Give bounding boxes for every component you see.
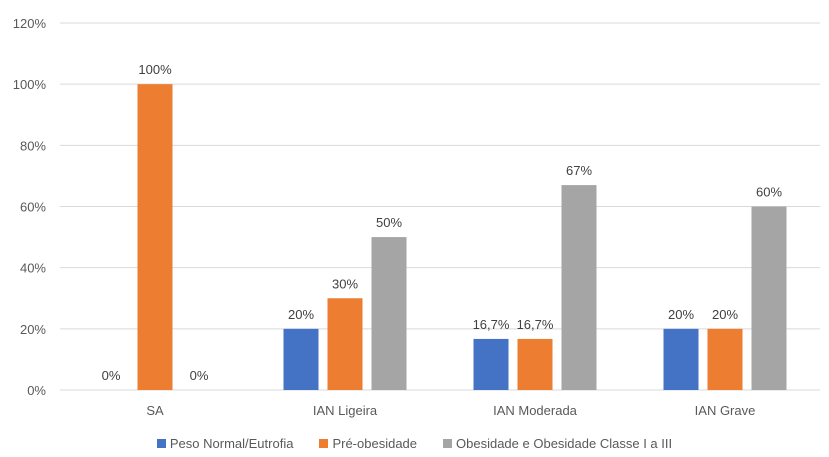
y-tick-label: 40%	[20, 261, 46, 276]
legend-swatch	[156, 439, 166, 448]
data-label: 20%	[668, 307, 694, 322]
bar	[137, 84, 173, 391]
data-label: 0%	[102, 368, 121, 383]
data-label: 67%	[566, 163, 592, 178]
y-tick-label: 100%	[13, 77, 47, 92]
bar	[473, 338, 509, 390]
legend-item-pre-obesidade: Pré-obesidade	[319, 436, 417, 451]
bar	[663, 328, 699, 390]
bar	[371, 237, 407, 390]
y-tick-label: 80%	[20, 138, 46, 153]
legend-swatch	[443, 439, 453, 448]
bar	[517, 338, 553, 390]
data-label: 16,7%	[473, 317, 510, 332]
y-tick-label: 0%	[27, 383, 46, 398]
y-tick-label: 60%	[20, 200, 46, 215]
data-label: 0%	[190, 368, 209, 383]
data-label: 16,7%	[517, 317, 554, 332]
bar	[707, 328, 743, 390]
bar	[561, 185, 597, 390]
gridlines	[60, 22, 820, 330]
y-tick-label: 20%	[20, 322, 46, 337]
legend-label: Obesidade e Obesidade Classe I a III	[456, 436, 673, 451]
y-tick-label: 120%	[13, 16, 47, 31]
data-label: 20%	[712, 307, 738, 322]
data-label: 20%	[288, 307, 314, 322]
bar	[327, 298, 363, 390]
data-labels: 0% 100% 0% 20% 30% 50% 16,7% 16,7% 67% 20% 20% 60%	[102, 62, 783, 383]
legend-label: Pré-obesidade	[332, 436, 418, 451]
data-label: 100%	[138, 62, 172, 77]
data-label: 30%	[332, 276, 358, 291]
bar	[283, 328, 319, 390]
bar	[751, 206, 787, 390]
legend-item-obesidade: Obesidade e Obesidade Classe I a III	[443, 436, 672, 451]
data-label: 50%	[376, 215, 402, 230]
legend-item-peso-normal: Peso Normal/Eutrofia	[156, 436, 294, 451]
legend: Peso Normal/Eutrofia Pré-obesidade Obesi…	[0, 436, 829, 451]
legend-label: Peso Normal/Eutrofia	[169, 436, 294, 451]
y-axis: 0% 20% 40% 60% 80% 100% 120%	[13, 16, 820, 398]
x-axis: SA IAN Ligeira IAN Moderada IAN Grave	[146, 403, 755, 418]
x-tick-label: IAN Ligeira	[313, 403, 378, 418]
x-tick-label: SA	[146, 403, 164, 418]
data-label: 60%	[756, 185, 782, 200]
x-tick-label: IAN Moderada	[493, 403, 578, 418]
legend-swatch	[319, 439, 329, 448]
x-tick-label: IAN Grave	[695, 403, 756, 418]
bars	[137, 84, 787, 391]
